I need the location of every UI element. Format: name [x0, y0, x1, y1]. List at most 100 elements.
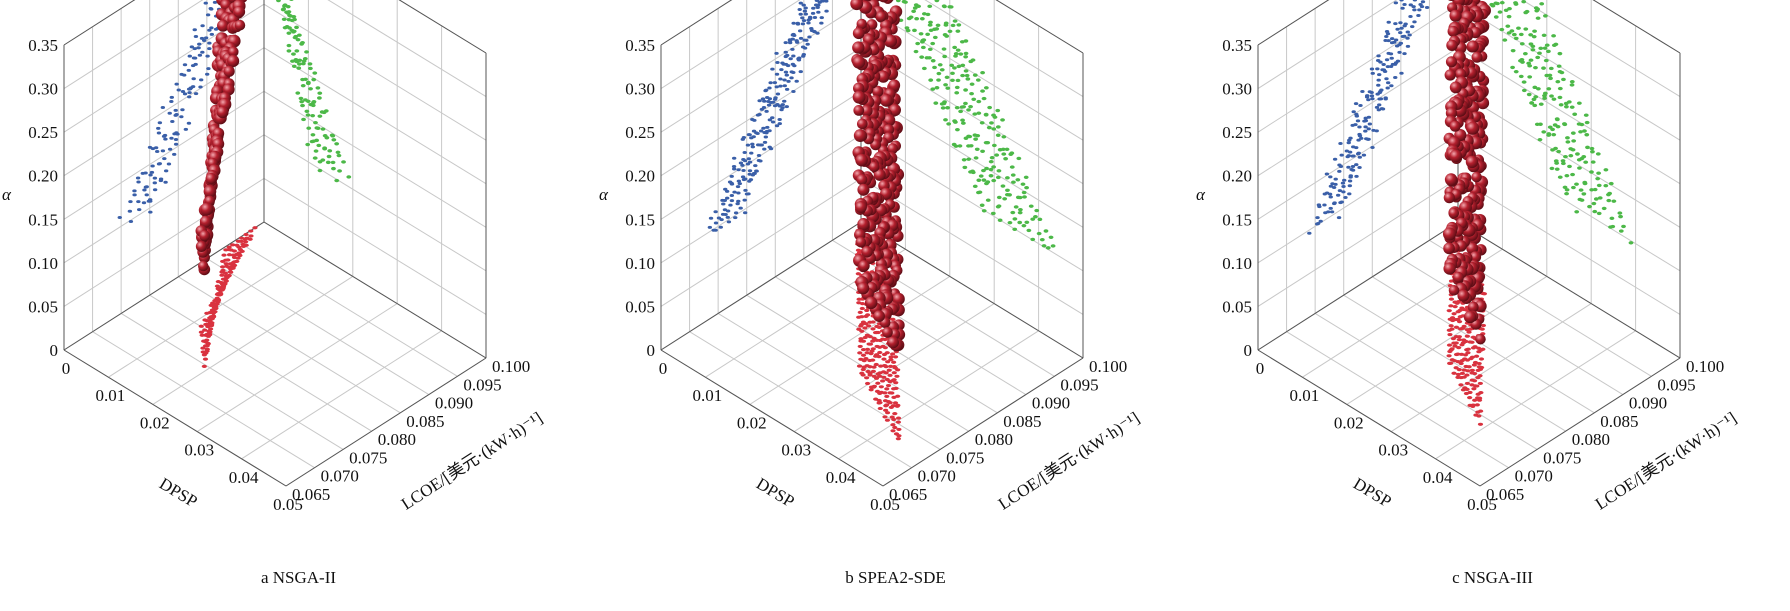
- side-point: [801, 3, 806, 7]
- back-point: [334, 178, 340, 183]
- floor-point: [864, 308, 870, 313]
- back-point: [975, 134, 981, 138]
- back-point: [1013, 205, 1019, 209]
- x-tick-label: 0.05: [273, 495, 303, 514]
- floor-point: [1457, 327, 1464, 331]
- side-point: [1393, 75, 1398, 79]
- floor-point: [1477, 381, 1483, 386]
- floor-point: [1469, 368, 1475, 372]
- back-point: [1564, 188, 1570, 192]
- floor-point: [877, 391, 883, 395]
- back-point: [1610, 224, 1616, 229]
- side-point: [1395, 27, 1400, 31]
- pareto-point: [852, 27, 865, 40]
- back-point: [300, 83, 306, 88]
- side-point: [191, 56, 197, 60]
- back-point: [915, 41, 921, 46]
- side-point: [1386, 20, 1391, 24]
- back-point: [1557, 95, 1563, 100]
- floor-point: [247, 237, 253, 241]
- pareto-front: [850, 0, 906, 352]
- back-point: [1535, 55, 1541, 60]
- side-point: [824, 0, 829, 3]
- back-point: [985, 198, 991, 202]
- side-point: [735, 202, 740, 206]
- side-point: [1339, 153, 1344, 157]
- side-point: [1385, 65, 1391, 69]
- floor-point: [1455, 310, 1461, 314]
- back-point: [1567, 164, 1572, 169]
- side-point: [1388, 52, 1394, 56]
- floor-point: [200, 346, 206, 350]
- back-point: [312, 71, 318, 75]
- floor-point: [1464, 348, 1470, 352]
- side-point: [199, 36, 205, 40]
- back-point: [924, 56, 930, 60]
- back-point: [983, 86, 989, 90]
- floor-point: [228, 270, 234, 274]
- back-point: [321, 110, 327, 115]
- back-point: [297, 58, 303, 62]
- side-point: [186, 68, 192, 72]
- back-point: [1595, 152, 1601, 156]
- z-tick-label: 0.35: [625, 36, 655, 55]
- floor-point: [1464, 334, 1470, 338]
- back-point: [979, 203, 985, 207]
- back-point: [331, 138, 337, 142]
- side-grid-z: [1257, 0, 1398, 89]
- floor-point: [869, 349, 875, 353]
- side-point: [158, 179, 164, 183]
- z-tick-label: 0.10: [625, 254, 655, 273]
- side-point: [166, 162, 172, 166]
- y-tick-label: 0.070: [1515, 467, 1553, 486]
- back-point: [1601, 206, 1607, 211]
- back-point: [942, 54, 948, 59]
- back-point: [1533, 65, 1538, 70]
- floor-point: [862, 326, 868, 330]
- back-point: [1004, 147, 1010, 152]
- pareto-point: [1448, 0, 1455, 1]
- back-point: [942, 33, 948, 37]
- floor-point: [892, 425, 898, 430]
- side-point: [1357, 165, 1362, 169]
- side-point: [732, 167, 737, 171]
- floor-point: [874, 338, 880, 342]
- side-point: [1402, 3, 1407, 7]
- floor-point: [870, 327, 876, 331]
- side-point: [152, 176, 158, 180]
- back-point: [336, 153, 342, 158]
- floor-point: [236, 251, 242, 255]
- x-axis-label: DPSP: [156, 474, 201, 511]
- pareto-point: [855, 236, 867, 248]
- back-point: [977, 190, 983, 194]
- floor-point: [202, 318, 208, 322]
- back-point: [946, 122, 952, 126]
- side-point: [764, 109, 769, 113]
- side-point: [1331, 202, 1337, 206]
- pareto-point: [856, 18, 867, 30]
- side-point: [740, 175, 746, 179]
- side-point: [1411, 5, 1416, 9]
- side-point: [186, 121, 192, 125]
- pareto-point: [195, 240, 207, 252]
- back-point: [996, 169, 1002, 173]
- side-point: [800, 22, 806, 26]
- floor-point: [892, 401, 899, 405]
- back-point: [316, 143, 322, 148]
- floor-point: [894, 404, 900, 408]
- side-point: [1307, 231, 1312, 235]
- back-point: [921, 66, 927, 71]
- side-point: [1350, 168, 1356, 172]
- back-point: [1581, 192, 1587, 196]
- back-point: [1558, 103, 1564, 107]
- floor-point: [1471, 387, 1477, 391]
- back-point: [305, 142, 311, 147]
- back-point: [994, 153, 1000, 157]
- side-point: [187, 54, 192, 58]
- back-point: [291, 64, 297, 68]
- side-point: [192, 47, 198, 51]
- side-point: [1361, 153, 1367, 157]
- side-point: [803, 12, 809, 16]
- side-point: [1354, 114, 1360, 118]
- floor-point: [226, 274, 232, 278]
